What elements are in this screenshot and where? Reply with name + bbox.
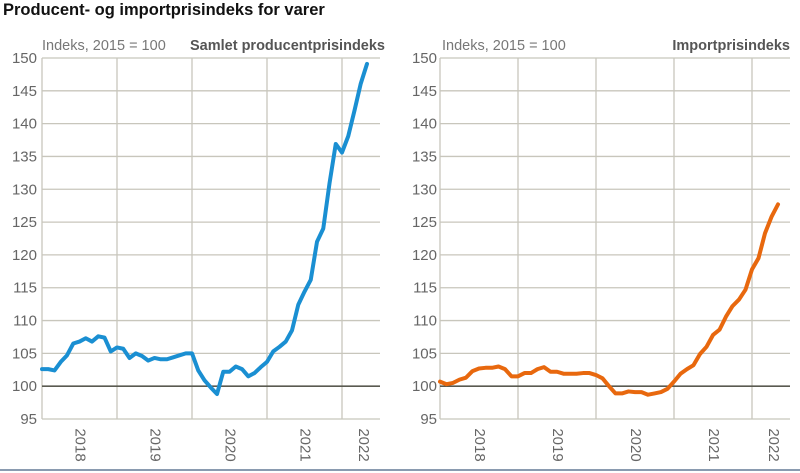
- y-tick-label: 150: [412, 50, 437, 67]
- y-tick-label: 100: [412, 378, 437, 395]
- series-label: Samlet producentprisindeks: [190, 38, 385, 54]
- y-tick-label: 105: [12, 345, 37, 362]
- y-tick-label: 115: [413, 280, 437, 297]
- y-tick-label: 95: [20, 411, 37, 428]
- y-tick-label: 105: [412, 345, 437, 362]
- series-line: [40, 61, 369, 397]
- y-tick-label: 130: [412, 181, 437, 198]
- y-tick-label: 120: [12, 247, 37, 264]
- x-tick-label: 2021: [297, 428, 314, 461]
- series-label: Importprisindeks: [672, 38, 790, 54]
- y-tick-label: 110: [13, 313, 37, 330]
- y-tick-label: 95: [420, 411, 437, 428]
- x-tick-label: 2019: [147, 428, 164, 461]
- x-tick-label: 2018: [471, 428, 488, 461]
- y-tick-label: 140: [12, 116, 37, 133]
- axis-unit-label: Indeks, 2015 = 100: [442, 38, 566, 54]
- page-title: Producent- og importprisindeks for varer: [3, 1, 325, 19]
- x-tick-label: 2020: [627, 428, 644, 461]
- x-tick-label: 2020: [222, 428, 239, 461]
- series-line: [438, 202, 780, 397]
- y-tick-label: 100: [12, 378, 37, 395]
- y-tick-label: 145: [412, 83, 437, 100]
- y-tick-label: 125: [12, 214, 37, 231]
- y-tick-label: 145: [12, 83, 37, 100]
- x-tick-label: 2018: [72, 428, 89, 461]
- x-tick-label: 2019: [549, 428, 566, 461]
- y-tick-label: 140: [412, 116, 437, 133]
- y-tick-label: 110: [413, 313, 437, 330]
- divider: [0, 469, 800, 471]
- y-tick-label: 115: [13, 280, 37, 297]
- x-tick-label: 2021: [705, 428, 722, 461]
- y-tick-label: 150: [12, 50, 37, 67]
- x-tick-label: 2022: [355, 428, 372, 461]
- y-tick-label: 125: [412, 214, 437, 231]
- y-tick-label: 120: [412, 247, 437, 264]
- x-tick-label: 2022: [765, 428, 782, 461]
- y-tick-label: 135: [412, 148, 437, 165]
- y-tick-label: 130: [12, 181, 37, 198]
- axis-unit-label: Indeks, 2015 = 100: [42, 38, 166, 54]
- y-tick-label: 135: [12, 148, 37, 165]
